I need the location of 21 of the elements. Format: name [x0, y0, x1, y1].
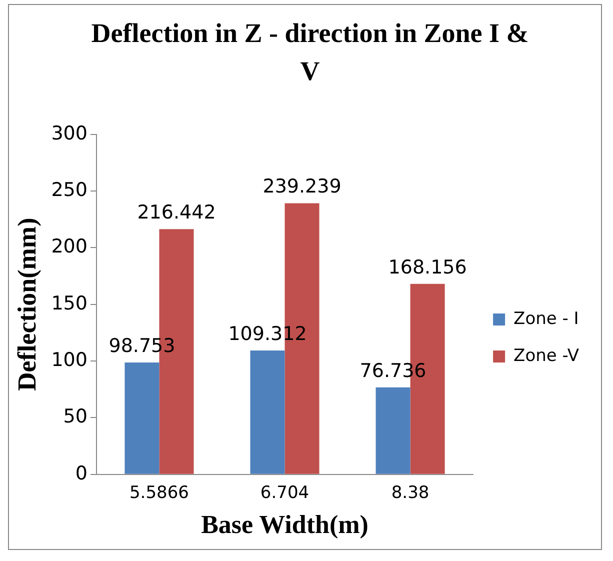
y-tick-label: 150 [51, 292, 88, 314]
y-tick-label: 200 [51, 236, 88, 258]
chart-title: Deflection in Z - direction in Zone I & V [90, 17, 530, 88]
x-tick-label: 6.704 [260, 483, 310, 504]
y-tick-label: 250 [51, 179, 88, 202]
data-label: 168.156 [388, 256, 467, 278]
y-tick-label: 50 [63, 406, 88, 428]
bar [250, 350, 285, 474]
x-tick-label: 5.5866 [129, 483, 189, 504]
y-tick-label: 300 [51, 122, 88, 144]
legend-label: Zone - I [514, 308, 579, 329]
x-tick-label: 8.38 [391, 483, 430, 504]
legend-label: Zone -V [514, 346, 580, 366]
bar [376, 387, 410, 474]
bar [124, 362, 160, 474]
x-axis-title: Base Width(m) [201, 510, 368, 540]
data-label: 216.442 [137, 202, 216, 224]
data-label: 239.239 [262, 176, 342, 198]
y-tick-label: 0 [75, 462, 88, 484]
y-tick-label: 100 [51, 349, 88, 372]
y-axis-title: Deflection(mm) [12, 218, 42, 392]
